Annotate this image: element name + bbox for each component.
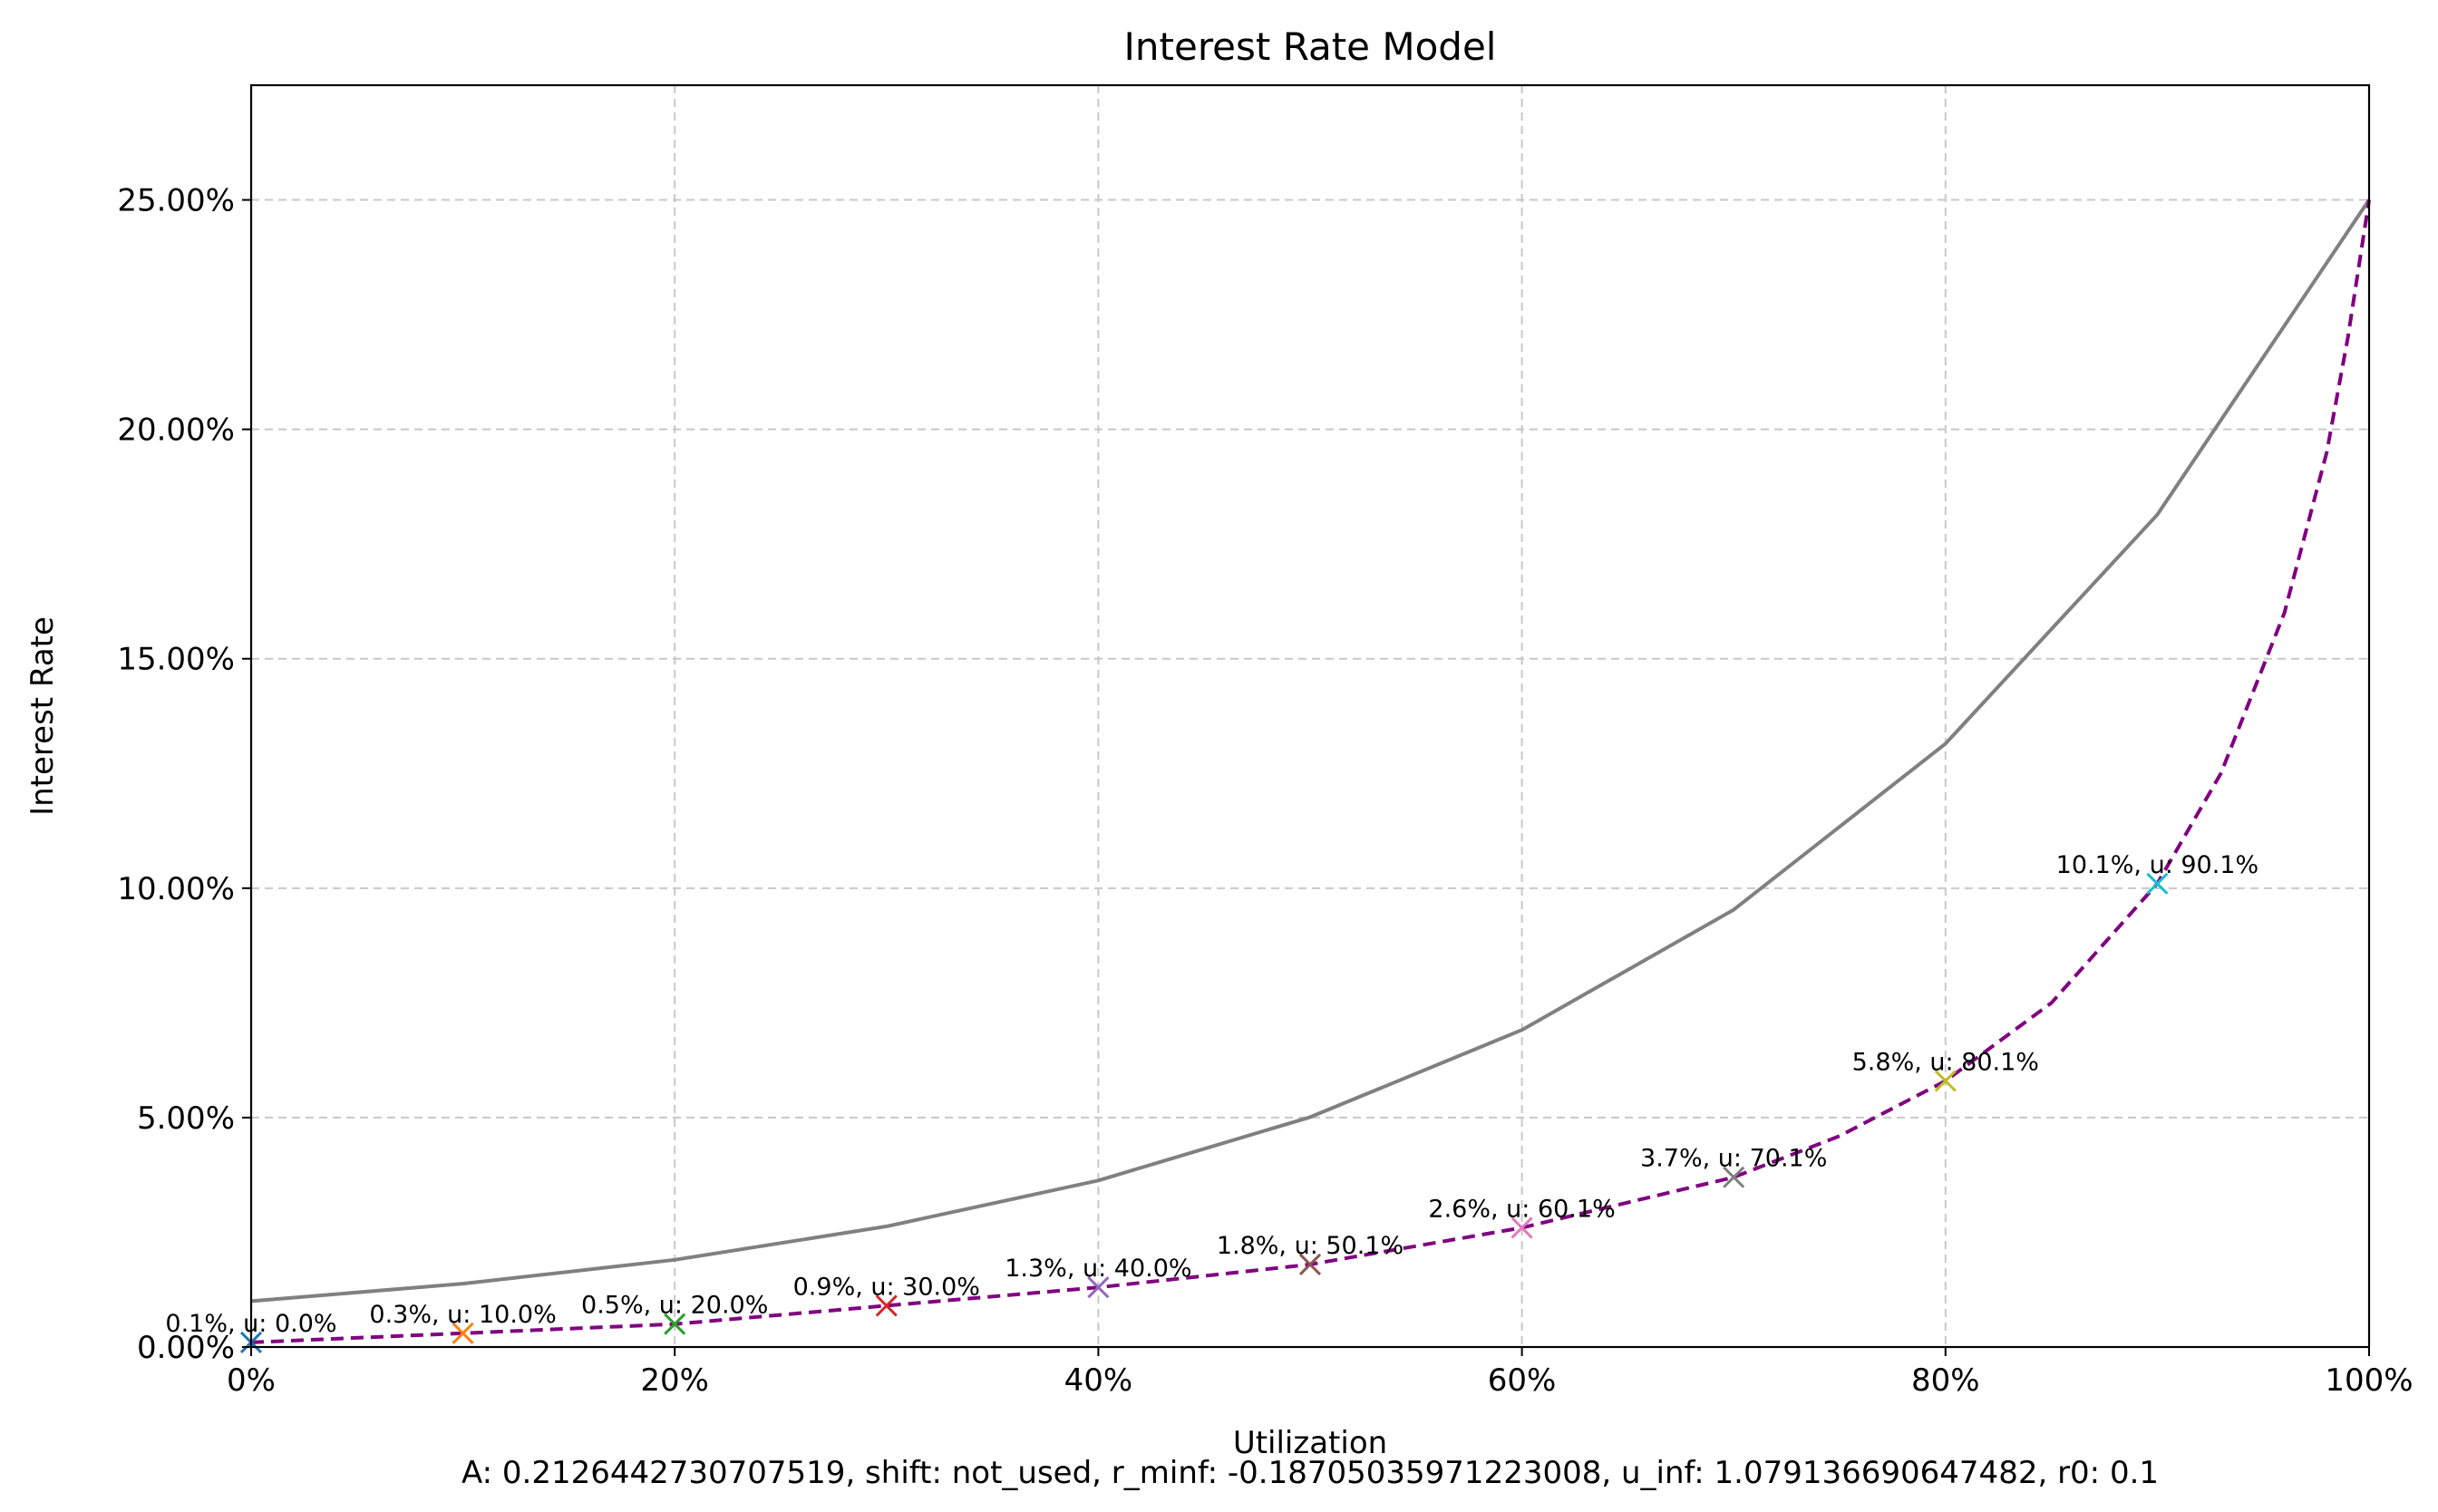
x-tick-label: 40% (1064, 1362, 1133, 1399)
y-tick-label: 0.00% (137, 1330, 235, 1366)
x-marker (1934, 1070, 1957, 1092)
x-tick-label: 60% (1488, 1362, 1557, 1399)
y-tick-label: 15.00% (117, 642, 235, 678)
marker-label: 1.8%, u: 50.1% (1217, 1232, 1404, 1260)
marker-label: 1.3%, u: 40.0% (1005, 1255, 1191, 1283)
series-lines (250, 199, 2371, 1344)
x-marker (875, 1294, 898, 1317)
marker-point: 3.7%, u: 70.1% (1640, 1145, 1827, 1188)
marker-point: 0.3%, u: 10.0% (369, 1301, 557, 1344)
grid (250, 85, 2370, 1348)
y-tick-label: 5.00% (137, 1100, 235, 1137)
marker-point: 1.8%, u: 50.1% (1217, 1232, 1404, 1275)
marker-point: 1.3%, u: 40.0% (1005, 1255, 1192, 1299)
model-parameters-caption: A: 0.2126442730707519, shift: not_used, … (461, 1455, 2159, 1491)
marker-label: 2.6%, u: 60.1% (1428, 1195, 1615, 1223)
x-tick-label: 20% (640, 1362, 709, 1399)
x-axis-label: Utilization (1233, 1425, 1387, 1461)
marker-point: 5.8%, u: 80.1% (1852, 1048, 2039, 1092)
x-marker (2146, 872, 2169, 895)
x-marker (1087, 1276, 1110, 1299)
x-tick-label: 0% (227, 1362, 276, 1399)
series-line-1 (250, 199, 2371, 1304)
chart-title: Interest Rate Model (1124, 24, 1497, 69)
y-axis-label: Interest Rate (24, 616, 61, 816)
marker-label: 0.3%, u: 10.0% (369, 1301, 556, 1329)
x-marker (1723, 1166, 1745, 1188)
series-line-2 (250, 199, 2371, 1344)
marker-point: 10.1%, u: 90.1% (2056, 851, 2259, 895)
marker-point: 0.9%, u: 30.0% (793, 1273, 980, 1317)
x-marker (1298, 1253, 1322, 1275)
x-marker (664, 1313, 686, 1335)
marker-label: 10.1%, u: 90.1% (2056, 851, 2259, 879)
axis-ticks: 0% 20% 40% 60% 80% 100% 0.00% 5.00% 10.00% 15.00%… (117, 183, 2413, 1399)
data-markers: 0.1%, u: 0.0% 0.3%, u: 10.0% 0.5%, u: 20.0… (165, 851, 2259, 1354)
marker-label: 3.7%, u: 70.1% (1640, 1145, 1827, 1173)
marker-label: 0.5%, u: 20.0% (581, 1292, 768, 1320)
marker-point: 0.5%, u: 20.0% (581, 1292, 768, 1335)
y-tick-label: 25.00% (117, 183, 235, 219)
x-marker (452, 1322, 474, 1344)
marker-label: 5.8%, u: 80.1% (1852, 1048, 2039, 1076)
y-tick-label: 20.00% (117, 412, 235, 449)
x-marker (1510, 1216, 1533, 1239)
x-tick-label: 80% (1911, 1362, 1980, 1399)
plot-frame (249, 83, 2371, 1349)
marker-point: 2.6%, u: 60.1% (1428, 1195, 1616, 1239)
x-tick-label: 100% (2325, 1362, 2413, 1399)
y-tick-label: 10.00% (117, 871, 235, 907)
marker-label: 0.9%, u: 30.0% (793, 1273, 980, 1301)
